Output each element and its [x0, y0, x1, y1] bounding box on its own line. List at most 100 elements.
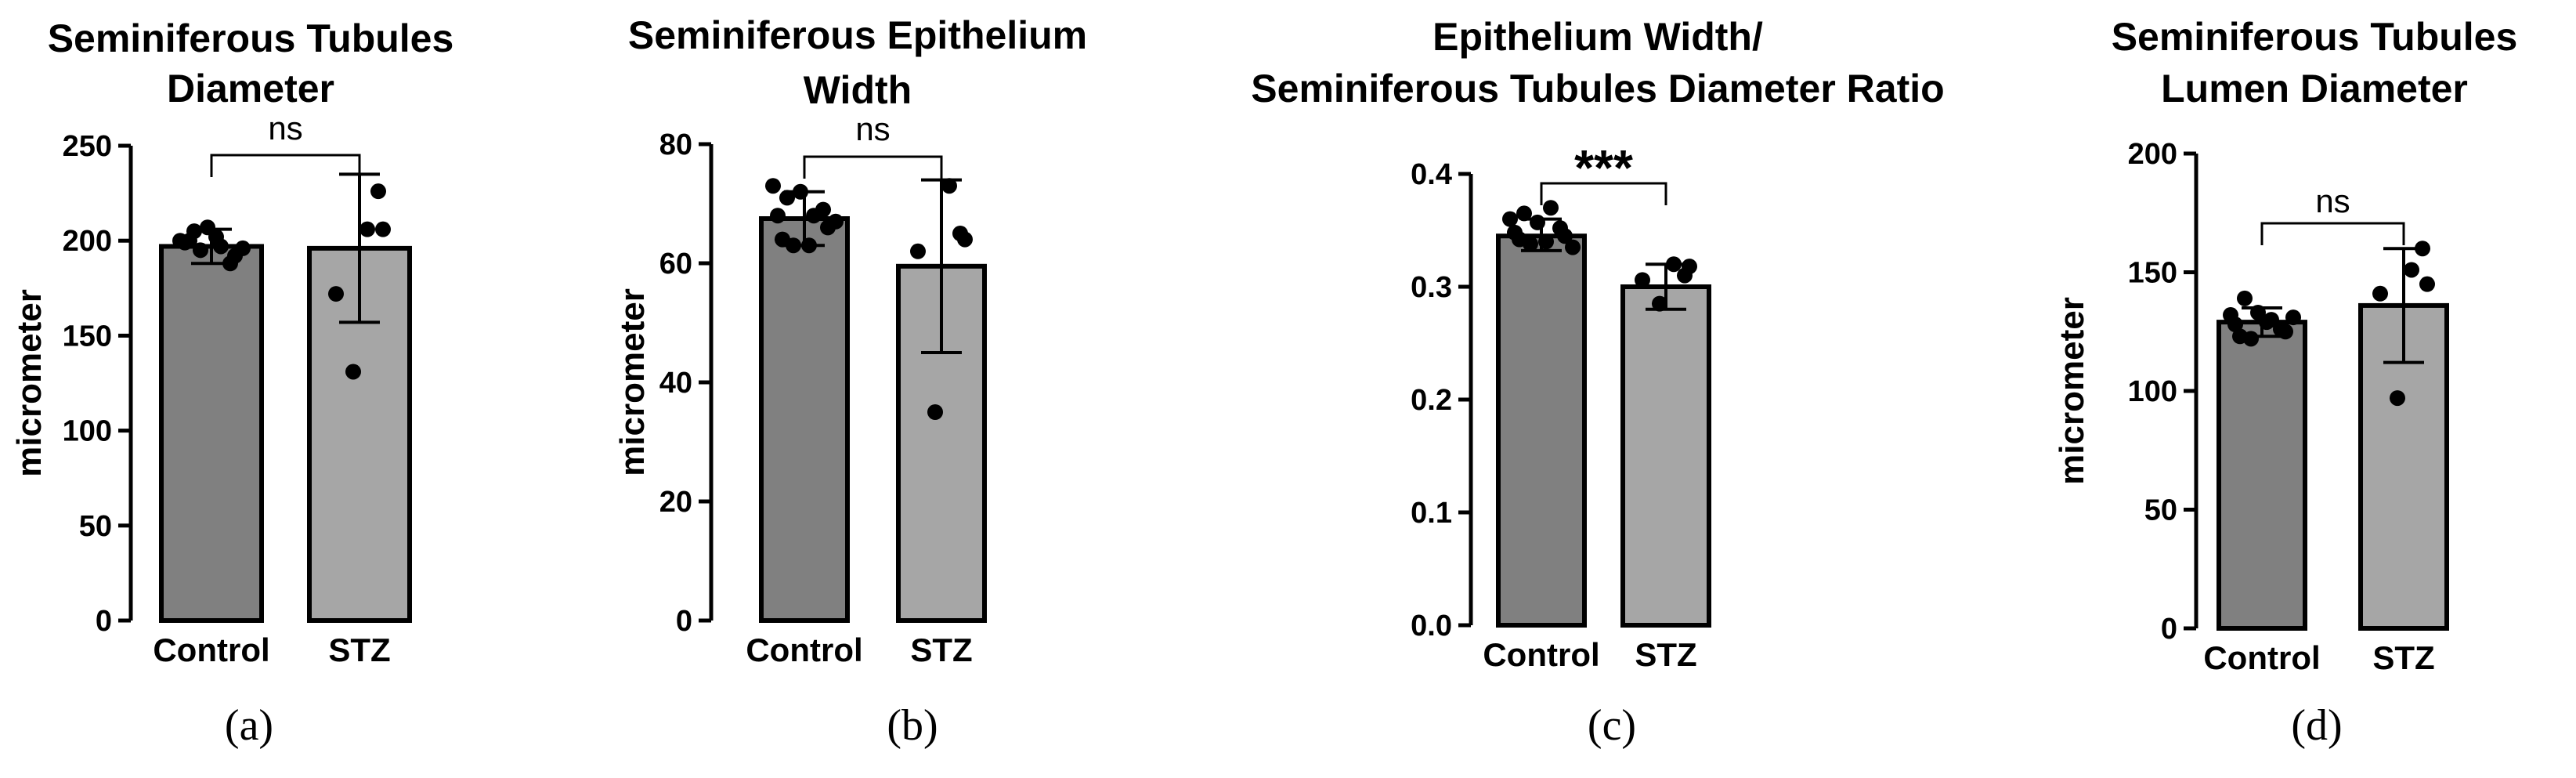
- significance-bracket: [2260, 222, 2405, 245]
- data-point: [779, 190, 795, 206]
- y-tick-label: 80: [659, 128, 692, 161]
- data-point: [2273, 321, 2289, 338]
- y-tick-label: 100: [2128, 375, 2177, 408]
- data-point: [793, 183, 808, 200]
- data-point: [2390, 390, 2405, 407]
- y-tick-label: 0: [2161, 613, 2177, 646]
- y-tick-label: 0: [676, 605, 692, 638]
- x-tick-label: Control: [746, 631, 862, 668]
- data-point: [2372, 285, 2388, 302]
- y-tick-label: 40: [659, 367, 692, 400]
- data-point: [2259, 314, 2274, 331]
- data-point: [828, 213, 844, 230]
- bar-control: [1496, 233, 1587, 628]
- significance-label: ***: [1574, 139, 1633, 196]
- data-point: [2227, 317, 2243, 333]
- data-point: [193, 242, 208, 259]
- data-point: [1677, 267, 1693, 284]
- y-tick-label: 50: [2144, 494, 2177, 527]
- x-tick-label: STZ: [910, 631, 972, 668]
- chart-title-line: Width: [804, 68, 912, 112]
- y-tick-label: 50: [79, 510, 112, 543]
- data-point: [1652, 295, 1667, 312]
- data-point: [1543, 200, 1559, 216]
- chart-title-line: Diameter: [167, 67, 334, 110]
- data-point: [910, 243, 926, 259]
- y-tick-label: 100: [63, 415, 112, 448]
- data-point: [927, 404, 943, 420]
- chart-title-line: Lumen Diameter: [2161, 67, 2468, 110]
- y-tick-label: 200: [2128, 138, 2177, 171]
- data-point: [1516, 205, 1532, 222]
- data-point: [1565, 239, 1581, 255]
- data-point: [375, 221, 391, 237]
- data-point: [765, 178, 781, 194]
- significance-label: ns: [268, 110, 302, 147]
- data-point: [2232, 328, 2248, 345]
- bar-control: [2217, 320, 2307, 631]
- data-point: [359, 221, 375, 237]
- chart-title-line: Seminiferous Tubules: [2112, 15, 2518, 59]
- panel-label: (a): [225, 701, 273, 750]
- x-tick-label: STZ: [1635, 636, 1696, 673]
- panel-label: (d): [2291, 701, 2342, 750]
- y-tick-label: 20: [659, 486, 692, 519]
- y-tick-label: 150: [2128, 257, 2177, 290]
- significance-bracket: [210, 154, 361, 177]
- data-point: [2237, 290, 2253, 306]
- x-tick-label: Control: [2203, 639, 2320, 676]
- chart-title-line: Seminiferous Epithelium: [628, 13, 1087, 57]
- data-point: [1530, 214, 1545, 230]
- y-tick-label: 0: [96, 605, 112, 638]
- x-tick-label: STZ: [328, 631, 390, 668]
- chart-title-line: Seminiferous Tubules Diameter Ratio: [1251, 67, 1944, 110]
- y-tick-label: 200: [63, 225, 112, 258]
- data-point: [2415, 241, 2430, 257]
- x-tick-label: STZ: [2372, 639, 2434, 676]
- significance-label: ns: [2315, 183, 2350, 219]
- data-point: [815, 201, 831, 218]
- data-point: [2419, 276, 2435, 292]
- chart-panel-d: Seminiferous Tubules Lumen Diameter 0 50 100…: [2053, 15, 2517, 750]
- y-axis-label: micrometer: [10, 289, 49, 477]
- data-point: [235, 240, 251, 256]
- panel-label: (c): [1588, 701, 1636, 750]
- significance-bracket: [803, 155, 943, 179]
- data-point: [208, 229, 224, 245]
- data-point: [2404, 262, 2419, 278]
- y-axis-label: micrometer: [613, 288, 652, 476]
- data-point: [328, 286, 344, 302]
- data-point: [1552, 220, 1568, 237]
- data-point: [1502, 211, 1518, 227]
- data-point: [2285, 309, 2301, 326]
- chart-panel-c: Epithelium Width/Seminiferous Tubules Di…: [1251, 15, 1944, 750]
- y-tick-label: 0.4: [1411, 158, 1452, 191]
- significance-label: ns: [855, 110, 890, 147]
- y-axis-label: micrometer: [2053, 297, 2091, 485]
- bar-stz: [1620, 284, 1711, 628]
- y-tick-label: 60: [659, 248, 692, 280]
- data-point: [1512, 231, 1527, 248]
- y-tick-label: 0.1: [1411, 497, 1452, 530]
- x-tick-label: Control: [1483, 636, 1599, 673]
- y-tick-label: 0.2: [1411, 384, 1452, 417]
- data-point: [370, 183, 386, 200]
- bar-control: [759, 216, 850, 623]
- data-point: [222, 255, 238, 272]
- y-tick-label: 0.3: [1411, 271, 1452, 304]
- data-point: [1666, 256, 1682, 273]
- data-point: [1538, 233, 1554, 250]
- data-point: [775, 231, 790, 248]
- chart-title-line: Epithelium Width/: [1433, 15, 1763, 59]
- bar-control: [159, 244, 264, 623]
- significance-bracket: [1540, 182, 1667, 205]
- x-tick-label: Control: [153, 631, 269, 668]
- data-point: [801, 237, 817, 254]
- chart-panel-a: Seminiferous Tubules Diameter 0 50 100 150 200…: [10, 16, 453, 750]
- data-point: [345, 364, 361, 380]
- data-point: [952, 226, 968, 241]
- data-point: [1635, 272, 1650, 288]
- y-tick-label: 150: [63, 320, 112, 353]
- panel-label: (b): [887, 701, 938, 750]
